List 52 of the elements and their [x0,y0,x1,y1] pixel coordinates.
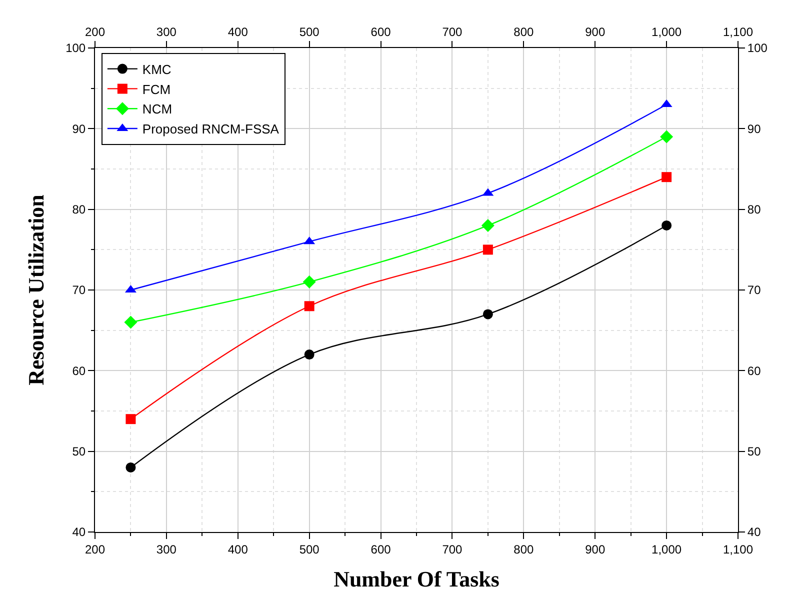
point [302,275,316,288]
y-tick-label: 100 [66,41,86,56]
y-axis-title: Resource Utilization [23,194,48,386]
x2-tick-label: 200 [84,542,106,556]
point [660,130,674,144]
point [482,309,493,320]
legend-label: NCM [142,102,172,117]
x2-tick-label: 700 [442,542,463,556]
legend-label: Proposed RNCM-FSSA [142,122,280,137]
y-tick-label: 90 [72,122,86,136]
point [482,244,493,255]
y-tick-label: 60 [72,364,86,378]
x2-tick-label: 800 [514,542,534,556]
x2-tick-label: 300 [156,542,177,556]
legend-label: FCM [142,82,171,97]
y-tick-label: 50 [72,444,86,459]
point [481,218,494,232]
y2-tick-label: 80 [747,202,762,217]
x2-tick-label: 400 [228,542,248,556]
x-tick-label: 900 [585,25,606,40]
point [304,301,314,312]
y2-tick-label: 70 [747,283,762,298]
x2-tick-label: 1,000 [652,542,682,556]
x-tick-label: 700 [442,25,463,40]
point [126,462,136,472]
y2-tick-label: 40 [747,525,762,540]
point [126,414,136,424]
x-tick-label: 1,100 [722,25,754,40]
y2-tick-label: 60 [747,364,762,378]
y2-tick-label: 100 [747,41,768,56]
x-tick-label: 600 [370,25,392,40]
y-tick-label: 40 [72,525,86,540]
point [662,220,672,230]
x-tick-label: 800 [514,25,534,40]
x-tick-label: 1,000 [652,25,682,40]
x-axis-title: Number Of Tasks [334,566,500,592]
x2-tick-label: 900 [585,542,606,556]
x-tick-label: 300 [156,25,177,40]
y2-tick-label: 50 [747,444,762,459]
x-tick-label: 400 [228,25,248,40]
x-tick-label: 500 [299,25,320,40]
x-tick-label: 200 [84,25,106,40]
legend-label: KMC [142,62,172,77]
x2-tick-label: 600 [370,542,392,556]
y2-tick-label: 90 [747,122,762,136]
x2-tick-label: 500 [299,542,320,556]
point [304,350,314,360]
point [124,316,138,329]
y-tick-label: 80 [72,202,86,217]
point [662,172,672,182]
y-tick-label: 70 [72,283,86,298]
x2-tick-label: 1,100 [722,542,754,556]
